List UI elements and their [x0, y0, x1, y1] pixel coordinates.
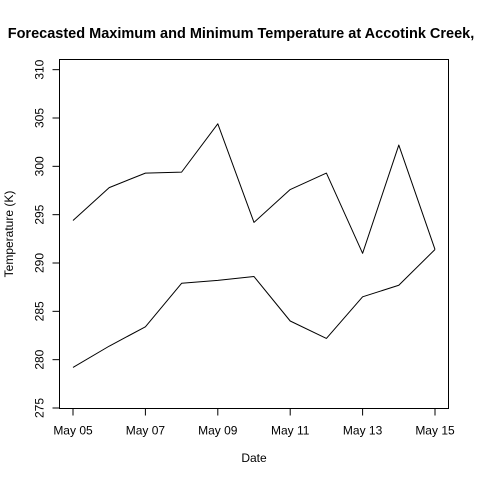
x-tick-label: May 11 [271, 424, 310, 438]
x-tick-label: May 05 [53, 424, 93, 438]
y-tick-label: 300 [33, 156, 47, 176]
x-tick-label: May 09 [198, 424, 238, 438]
y-tick-label: 305 [33, 108, 47, 128]
y-tick-label: 290 [33, 253, 47, 273]
series-line-1 [72, 123, 436, 254]
y-axis-label: Temperature (K) [2, 191, 16, 278]
y-tick-label: 310 [33, 59, 47, 79]
y-axis: 275 280 285 290 295 300 305 310 [33, 59, 60, 418]
plot-area-frame [59, 59, 449, 409]
x-tick-label: May 07 [126, 424, 166, 438]
y-tick-label: 295 [33, 204, 47, 224]
series-line-2 [72, 249, 436, 368]
x-axis-label: Date [241, 451, 267, 465]
x-tick-label: May 15 [415, 424, 455, 438]
y-tick-label: 280 [33, 349, 47, 369]
y-tick-label: 275 [33, 398, 47, 418]
chart-title: Forecasted Maximum and Minimum Temperatu… [8, 26, 475, 42]
x-axis: May 05 May 07 May 09 May 11 May 13 May 15 [53, 408, 455, 438]
y-tick-label: 285 [33, 301, 47, 321]
series-layer [72, 123, 436, 368]
x-tick-label: May 13 [343, 424, 383, 438]
